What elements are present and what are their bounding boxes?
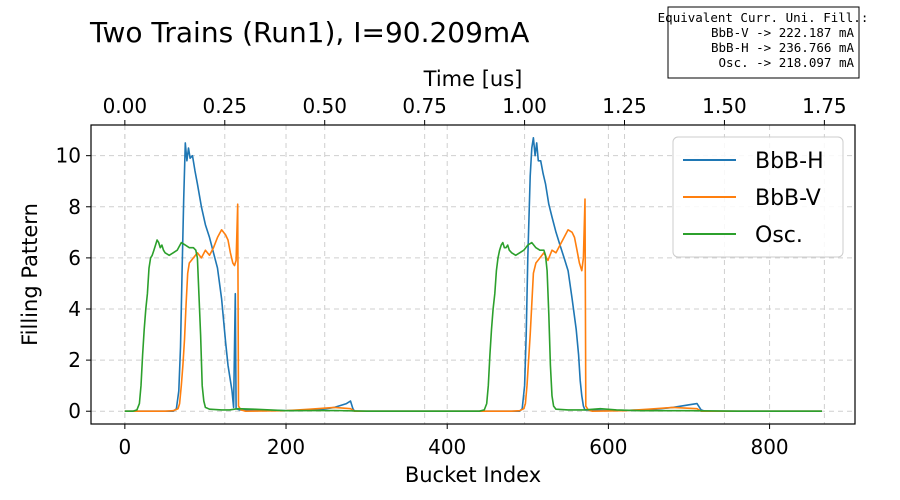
x-tick-label: 800 [750, 435, 788, 459]
y-tick-label: 6 [68, 246, 81, 270]
y-axis-title: Filling Pattern [18, 203, 42, 346]
y-tick-label: 10 [56, 144, 81, 168]
x2-tick-label: 0.75 [402, 94, 447, 118]
x2-tick-label: 1.75 [802, 94, 847, 118]
y-tick-label: 4 [68, 297, 81, 321]
x-tick-label: 600 [589, 435, 627, 459]
x2-tick-label: 1.25 [602, 94, 647, 118]
x2-tick-label: 0.00 [103, 94, 148, 118]
annotation-box: Equivalent Curr. Uni. Fill.:BbB-V -> 222… [658, 6, 869, 79]
y-tick-label: 8 [68, 195, 81, 219]
tick-layer: 0 200 400 600 800 0 2 4 6 8 10 0.00 0.25 0.50 0.75 1.00… [56, 94, 847, 459]
x2-tick-label: 1.00 [502, 94, 547, 118]
annotation-line: Equivalent Curr. Uni. Fill.: [658, 10, 869, 25]
y-tick-label: 0 [68, 399, 81, 423]
legend: BbB-H BbB-V Osc. [672, 136, 844, 258]
x-tick-label: 0 [118, 435, 131, 459]
annotation-line: BbB-V -> 222.187 mA [711, 25, 854, 40]
series-layer [124, 137, 822, 412]
x2-axis-title: Time [us] [423, 67, 523, 91]
x2-tick-label: 0.50 [302, 94, 347, 118]
annotation-line: Osc. -> 218.097 mA [719, 55, 855, 70]
x-axis-title: Bucket Index [405, 463, 541, 487]
series-line-osc [124, 239, 822, 412]
x2-tick-label: 0.25 [203, 94, 248, 118]
legend-label: BbB-H [755, 149, 824, 174]
legend-label: BbB-V [755, 186, 821, 211]
plot-frame [90, 124, 856, 425]
x-tick-label: 400 [428, 435, 466, 459]
legend-label: Osc. [755, 223, 803, 248]
x2-tick-label: 1.50 [702, 94, 747, 118]
x-tick-label: 200 [267, 435, 305, 459]
annotation-line: BbB-H -> 236.766 mA [711, 40, 854, 55]
chart-title: Two Trains (Run1), I=90.209mA [89, 16, 529, 49]
y-tick-label: 2 [68, 348, 81, 372]
